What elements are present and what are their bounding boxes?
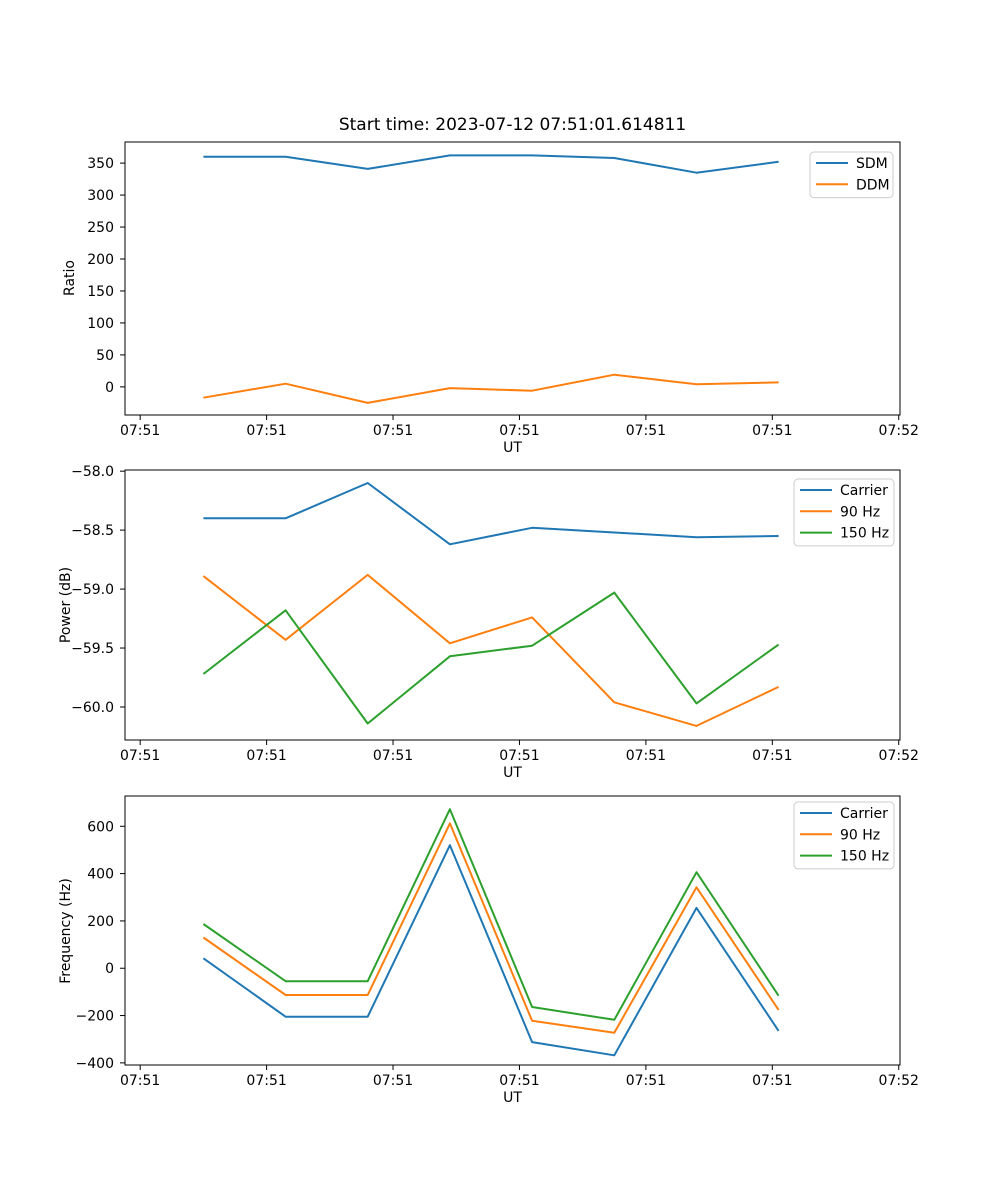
x-tick-label: 07:51 [626, 1073, 666, 1089]
legend: Carrier 90 Hz 150 Hz [793, 801, 895, 870]
sdm-line [203, 154, 779, 174]
legend: Carrier 90 Hz 150 Hz [793, 478, 895, 547]
power-plot: 07:51 07:51 07:51 07:51 07:51 07:51 07:52 −58.0… [71, 464, 919, 764]
x-tick-label: 07:51 [499, 1073, 539, 1089]
y-axis-label-ratio: Ratio [62, 260, 78, 296]
y-tick-label: −58.5 [71, 523, 114, 539]
x-tick-label: 07:51 [373, 748, 413, 764]
y-tick-label: −400 [76, 1056, 114, 1072]
y-tick-label: 400 [87, 867, 114, 883]
y-tick-label: 100 [87, 316, 114, 332]
y-tick-label: −58.0 [71, 464, 114, 480]
y-tick-label: 200 [87, 252, 114, 268]
y-tick-label: 300 [87, 188, 114, 204]
legend: SDM DDM [809, 151, 894, 199]
x-tick-label: 07:52 [879, 748, 919, 764]
y-tick-label: −60.0 [71, 700, 114, 716]
y-tick-label: 350 [87, 156, 114, 172]
150-hz-line [202, 808, 780, 1021]
x-tick-label: 07:51 [373, 423, 413, 439]
y-tick-label: 200 [87, 914, 114, 930]
x-tick-label: 07:52 [879, 423, 919, 439]
carrier-line [202, 844, 780, 1057]
x-tick-label: 07:51 [120, 1073, 160, 1089]
x-tick-label: 07:51 [626, 423, 666, 439]
y-tick-label: −59.5 [71, 641, 114, 657]
y-tick-label: 600 [87, 819, 114, 835]
x-tick-label: 07:51 [120, 423, 160, 439]
y-axis-label-power: Power (dB) [58, 566, 74, 644]
legend-label-90-hz: 90 Hz [840, 504, 880, 520]
axes-frame [124, 141, 901, 416]
axes-frame [124, 469, 901, 741]
90-hz-line [202, 822, 780, 1034]
x-tick-label: 07:51 [373, 1073, 413, 1089]
x-tick-label: 07:51 [246, 1073, 286, 1089]
y-tick-label: −59.0 [71, 582, 114, 598]
figure-title: Start time: 2023-07-12 07:51:01.614811 [338, 115, 687, 135]
legend-label-carrier: Carrier [840, 483, 888, 499]
x-tick-label: 07:51 [752, 423, 792, 439]
legend-label-150-hz: 150 Hz [840, 849, 889, 865]
x-tick-label: 07:51 [246, 423, 286, 439]
frequency-plot: 07:51 07:51 07:51 07:51 07:51 07:51 07:52 600 40… [76, 795, 919, 1089]
ddm-line [203, 373, 779, 404]
y-tick-label: 150 [87, 284, 114, 300]
legend-box [793, 801, 895, 870]
legend-box [793, 478, 895, 547]
x-axis-label-ut-ratio: UT [503, 440, 522, 456]
y-tick-label: 250 [87, 220, 114, 236]
x-tick-label: 07:51 [246, 748, 286, 764]
x-axis-label-ut-frequency: UT [503, 1090, 522, 1106]
150-hz-line [202, 591, 780, 725]
axes-frame [124, 795, 901, 1066]
x-tick-label: 07:51 [752, 748, 792, 764]
y-tick-label: 50 [96, 348, 114, 364]
x-axis-label-ut-power: UT [503, 765, 522, 781]
carrier-line [203, 482, 779, 546]
x-tick-label: 07:51 [499, 423, 539, 439]
legend-label-carrier: Carrier [840, 806, 888, 822]
x-tick-label: 07:52 [879, 1073, 919, 1089]
x-tick-label: 07:51 [120, 748, 160, 764]
legend-label-150-hz: 150 Hz [840, 526, 889, 542]
legend-label-ddm: DDM [856, 177, 890, 193]
y-axis-label-frequency: Frequency (Hz) [58, 878, 74, 984]
y-tick-label: −200 [76, 1009, 114, 1025]
ratio-plot: 07:51 07:51 07:51 07:51 07:51 07:51 07:52 0 50 10… [87, 141, 919, 439]
legend-label-sdm: SDM [856, 156, 888, 172]
x-tick-label: 07:51 [499, 748, 539, 764]
legend-label-90-hz: 90 Hz [840, 827, 880, 843]
x-tick-label: 07:51 [752, 1073, 792, 1089]
y-tick-label: 0 [105, 380, 114, 396]
y-tick-label: 0 [105, 961, 114, 977]
x-tick-label: 07:51 [626, 748, 666, 764]
